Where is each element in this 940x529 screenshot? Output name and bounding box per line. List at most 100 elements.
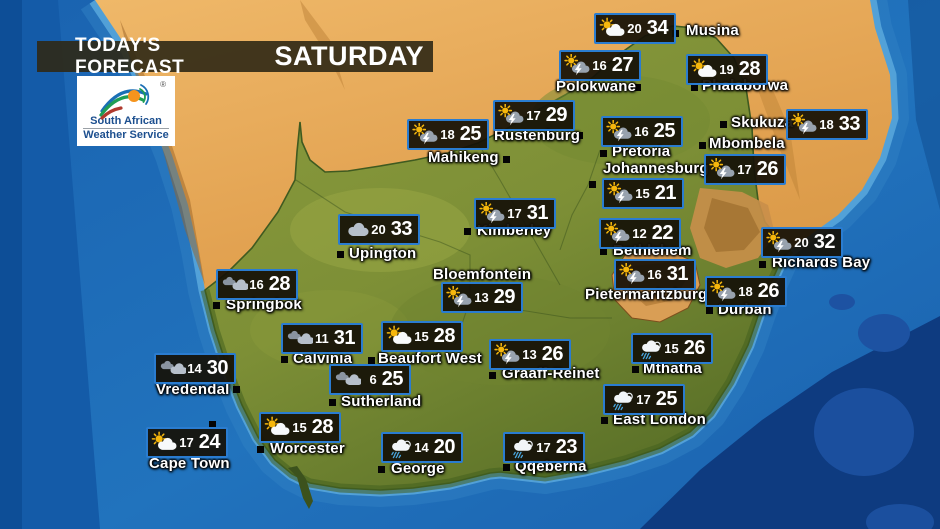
city-marker-cape-town bbox=[209, 421, 216, 428]
weather-badge-george: 14 20 bbox=[381, 432, 463, 463]
min-temp: 14 bbox=[414, 440, 429, 455]
city-marker-sutherland bbox=[329, 399, 336, 406]
min-temp: 13 bbox=[522, 347, 537, 362]
min-temp: 17 bbox=[636, 392, 651, 407]
min-temp: 12 bbox=[632, 226, 647, 241]
max-temp: 24 bbox=[198, 431, 221, 453]
cloudy-2-icon bbox=[221, 273, 248, 296]
sun-thunder-icon bbox=[479, 202, 506, 225]
forecast-banner: TODAY'S FORECAST bbox=[75, 34, 185, 78]
city-label-sutherland: Sutherland bbox=[341, 393, 422, 410]
partly-cloudy-icon bbox=[386, 325, 413, 348]
city-label-east-london: East London bbox=[613, 411, 707, 428]
city-marker-polokwane bbox=[634, 84, 641, 91]
city-label-cape-town: Cape Town bbox=[149, 455, 230, 472]
city-label-mbombela: Mbombela bbox=[709, 135, 785, 152]
weather-badge-mthatha: 15 26 bbox=[631, 333, 713, 364]
weather-badge-kimberley: 17 31 bbox=[474, 198, 556, 229]
max-temp: 25 bbox=[459, 123, 482, 145]
city-label-calvinia: Calvinia bbox=[293, 350, 353, 367]
min-temp: 17 bbox=[179, 435, 194, 450]
max-temp: 21 bbox=[654, 182, 677, 204]
city-label-mahikeng: Mahikeng bbox=[428, 149, 499, 166]
min-temp: 15 bbox=[414, 329, 429, 344]
weather-badge-musina: 20 34 bbox=[594, 13, 676, 44]
saws-swoosh-icon bbox=[99, 84, 150, 120]
city-label-polokwane: Polokwane bbox=[556, 78, 637, 95]
weather-badge-cape-town: 17 24 bbox=[146, 427, 228, 458]
max-temp: 31 bbox=[526, 202, 549, 224]
cloudy-2-icon bbox=[159, 357, 186, 380]
min-temp: 15 bbox=[635, 186, 650, 201]
sun-thunder-icon bbox=[446, 286, 473, 309]
city-marker-bloemfontein bbox=[519, 273, 526, 280]
min-temp: 18 bbox=[819, 117, 834, 132]
weather-badge-richards-bay: 20 32 bbox=[761, 227, 843, 258]
max-temp: 33 bbox=[390, 218, 413, 240]
saws-logo: ® South African Weather Service bbox=[77, 76, 175, 146]
max-temp: 28 bbox=[311, 416, 334, 438]
max-temp: 28 bbox=[433, 325, 456, 347]
weather-badge-rustenburg: 17 29 bbox=[493, 100, 575, 131]
sun-thunder-icon bbox=[710, 280, 737, 303]
weather-badge-qqeberha: 17 23 bbox=[503, 432, 585, 463]
min-temp: 17 bbox=[526, 108, 541, 123]
max-temp: 26 bbox=[757, 280, 780, 302]
city-label-bloemfontein: Bloemfontein bbox=[433, 266, 532, 283]
city-label-pretoria: Pretoria bbox=[612, 143, 671, 160]
max-temp: 28 bbox=[268, 273, 291, 295]
min-temp: 16 bbox=[592, 58, 607, 73]
max-temp: 32 bbox=[813, 231, 836, 253]
max-temp: 34 bbox=[646, 17, 669, 39]
weather-badge-skukuza: 18 33 bbox=[786, 109, 868, 140]
weather-badge-springbok: 16 28 bbox=[216, 269, 298, 300]
min-temp: 16 bbox=[249, 277, 264, 292]
logo-org-line1: South African bbox=[83, 115, 169, 129]
max-temp: 29 bbox=[493, 286, 516, 308]
min-temp: 20 bbox=[794, 235, 809, 250]
city-label-pietermaritzburg: Pietermaritzburg bbox=[585, 286, 708, 303]
weather-badge-graaff-reinet: 13 26 bbox=[489, 339, 571, 370]
cloudy-icon bbox=[343, 218, 370, 241]
day-title: SATURDAY bbox=[274, 41, 424, 71]
city-marker-calvinia bbox=[281, 356, 288, 363]
max-temp: 25 bbox=[653, 120, 676, 142]
partly-cloudy-icon bbox=[151, 431, 178, 454]
city-marker-graaff-reinet bbox=[489, 372, 496, 379]
min-temp: 17 bbox=[737, 162, 752, 177]
registered-mark: ® bbox=[160, 80, 166, 89]
city-marker-durban bbox=[706, 307, 713, 314]
sun-thunder-icon bbox=[412, 123, 439, 146]
city-label-rustenburg: Rustenburg bbox=[494, 127, 581, 144]
city-marker-pretoria bbox=[600, 150, 607, 157]
city-marker-rustenburg bbox=[576, 132, 583, 139]
city-marker-pietermaritzburg bbox=[701, 292, 708, 299]
city-label-beaufort-west: Beaufort West bbox=[378, 350, 483, 367]
min-temp: 20 bbox=[371, 222, 386, 237]
max-temp: 23 bbox=[555, 436, 578, 458]
weather-badge-upington: 20 33 bbox=[338, 214, 420, 245]
weather-badge-johannesburg: 15 21 bbox=[602, 178, 684, 209]
weather-badge-durban: 18 26 bbox=[705, 276, 787, 307]
sun-thunder-icon bbox=[607, 182, 634, 205]
city-marker-beaufort-west bbox=[368, 357, 375, 364]
min-temp: 16 bbox=[647, 267, 662, 282]
sun-thunder-icon bbox=[604, 222, 631, 245]
weather-badge-worcester: 15 28 bbox=[259, 412, 341, 443]
sun-thunder-icon bbox=[606, 120, 633, 143]
rain-icon bbox=[636, 337, 663, 360]
city-label-richards-bay: Richards Bay bbox=[772, 254, 871, 271]
weather-badge-beaufort-west: 15 28 bbox=[381, 321, 463, 352]
city-marker-springbok bbox=[213, 302, 220, 309]
city-marker-skukuza bbox=[720, 121, 727, 128]
city-marker-vredendal bbox=[233, 386, 240, 393]
min-temp: 17 bbox=[507, 206, 522, 221]
max-temp: 26 bbox=[756, 158, 779, 180]
min-temp: 13 bbox=[474, 290, 489, 305]
weather-badge-phalaborwa: 19 28 bbox=[686, 54, 768, 85]
cloudy-2-icon bbox=[286, 327, 313, 350]
min-temp: 6 bbox=[369, 372, 377, 387]
weather-badge-pretoria: 16 25 bbox=[601, 116, 683, 147]
sun-thunder-icon bbox=[498, 104, 525, 127]
